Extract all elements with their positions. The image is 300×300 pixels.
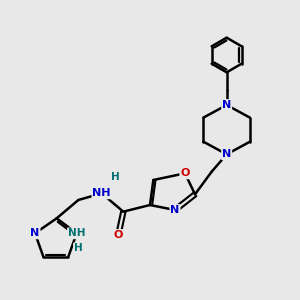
Text: O: O xyxy=(114,230,123,240)
Text: O: O xyxy=(180,168,190,178)
Text: H: H xyxy=(74,243,83,253)
Text: N: N xyxy=(30,228,40,238)
Text: H: H xyxy=(111,172,119,182)
Text: N: N xyxy=(222,100,231,110)
Text: NH: NH xyxy=(92,188,111,198)
Text: N: N xyxy=(170,205,180,215)
Text: N: N xyxy=(222,149,231,159)
Text: NH: NH xyxy=(68,228,85,238)
